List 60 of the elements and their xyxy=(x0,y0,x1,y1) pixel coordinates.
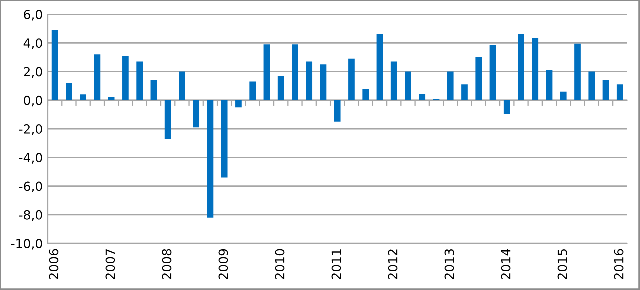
x-tick-label: 2012 xyxy=(388,250,398,280)
bar xyxy=(66,83,72,100)
bar xyxy=(348,58,355,100)
bar xyxy=(518,34,524,100)
bar xyxy=(405,72,412,100)
bar xyxy=(490,45,496,100)
bar xyxy=(574,44,581,100)
bar xyxy=(306,62,313,100)
y-tick-label: 6,0 xyxy=(24,10,42,21)
bar xyxy=(250,82,256,100)
y-tick-label: -8,0 xyxy=(19,210,42,222)
bar xyxy=(616,84,624,100)
bar xyxy=(207,100,214,218)
x-tick-label: 2013 xyxy=(444,249,454,280)
bar xyxy=(94,54,101,100)
bar xyxy=(588,72,596,100)
bar xyxy=(292,44,298,100)
bar xyxy=(164,100,172,140)
y-tick-label: 4,0 xyxy=(24,38,42,50)
y-tick-label: -10,0 xyxy=(11,239,42,250)
y-tick-label: -4,0 xyxy=(19,153,42,164)
bar xyxy=(504,100,510,114)
bar xyxy=(278,76,284,100)
x-tick-label: 2009 xyxy=(218,249,228,280)
bar xyxy=(476,57,482,100)
bar xyxy=(390,62,398,100)
bar xyxy=(376,34,384,100)
bar xyxy=(447,72,454,100)
bar xyxy=(419,94,426,100)
x-tick-label: 2006 xyxy=(49,249,59,280)
bar xyxy=(602,80,610,100)
x-tick-label: 2016 xyxy=(614,249,624,280)
x-tick-label: 2008 xyxy=(162,249,172,280)
y-tick-label: 2,0 xyxy=(24,67,42,78)
bar xyxy=(193,100,200,128)
bar xyxy=(532,38,539,100)
bar xyxy=(362,88,370,100)
bar xyxy=(80,94,86,100)
y-tick-label: 0,0 xyxy=(24,96,42,107)
bar xyxy=(546,70,553,100)
bar xyxy=(122,56,129,100)
bar xyxy=(462,84,468,100)
bar xyxy=(108,98,115,100)
bar xyxy=(179,72,186,100)
bar xyxy=(560,92,567,100)
bar xyxy=(221,100,228,178)
x-tick-label: 2014 xyxy=(501,249,511,280)
x-tick-label: 2011 xyxy=(332,250,342,280)
x-tick-label: 2007 xyxy=(106,250,116,280)
bar xyxy=(52,30,58,100)
bar xyxy=(264,44,270,100)
bar xyxy=(236,100,242,108)
y-tick-label: -6,0 xyxy=(19,182,42,193)
bar xyxy=(136,62,144,100)
bar xyxy=(150,80,158,100)
bar xyxy=(320,64,327,100)
bar xyxy=(334,100,341,122)
x-tick-label: 2010 xyxy=(275,249,285,280)
y-tick-label: -2,0 xyxy=(19,124,42,136)
x-tick-label: 2015 xyxy=(558,250,568,280)
